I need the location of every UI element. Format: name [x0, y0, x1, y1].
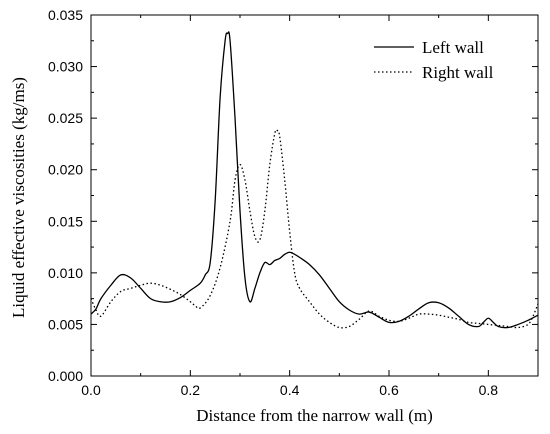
- x-tick-label: 0.4: [280, 382, 300, 398]
- legend-label-right-wall: Right wall: [422, 63, 494, 82]
- axis-tick-labels: 0.0 0.2 0.4 0.6 0.8 0.000 0.005 0.010 0.015 0.020…: [48, 7, 498, 398]
- y-tick-label: 0.005: [48, 316, 83, 332]
- x-tick-label: 0.2: [181, 382, 201, 398]
- x-tick-label: 0.8: [479, 382, 499, 398]
- y-tick-label: 0.035: [48, 7, 83, 23]
- legend: Left wall Right wall: [374, 38, 494, 82]
- y-tick-label: 0.000: [48, 368, 83, 384]
- x-tick-label: 0.0: [81, 382, 101, 398]
- y-tick-label: 0.020: [48, 162, 83, 178]
- y-tick-label: 0.010: [48, 265, 83, 281]
- axis-ticks: [90, 14, 539, 377]
- y-tick-label: 0.025: [48, 110, 83, 126]
- series-line-left-wall: [90, 31, 539, 329]
- x-tick-label: 0.6: [379, 382, 399, 398]
- x-axis-title: Distance from the narrow wall (m): [196, 406, 433, 425]
- y-tick-label: 0.030: [48, 59, 83, 75]
- legend-label-left-wall: Left wall: [422, 38, 484, 57]
- y-axis-title: Liquid effective viscosities (kg/ms): [9, 77, 28, 318]
- y-tick-label: 0.015: [48, 213, 83, 229]
- series-line-right-wall: [90, 129, 539, 329]
- plot-area: [90, 31, 539, 329]
